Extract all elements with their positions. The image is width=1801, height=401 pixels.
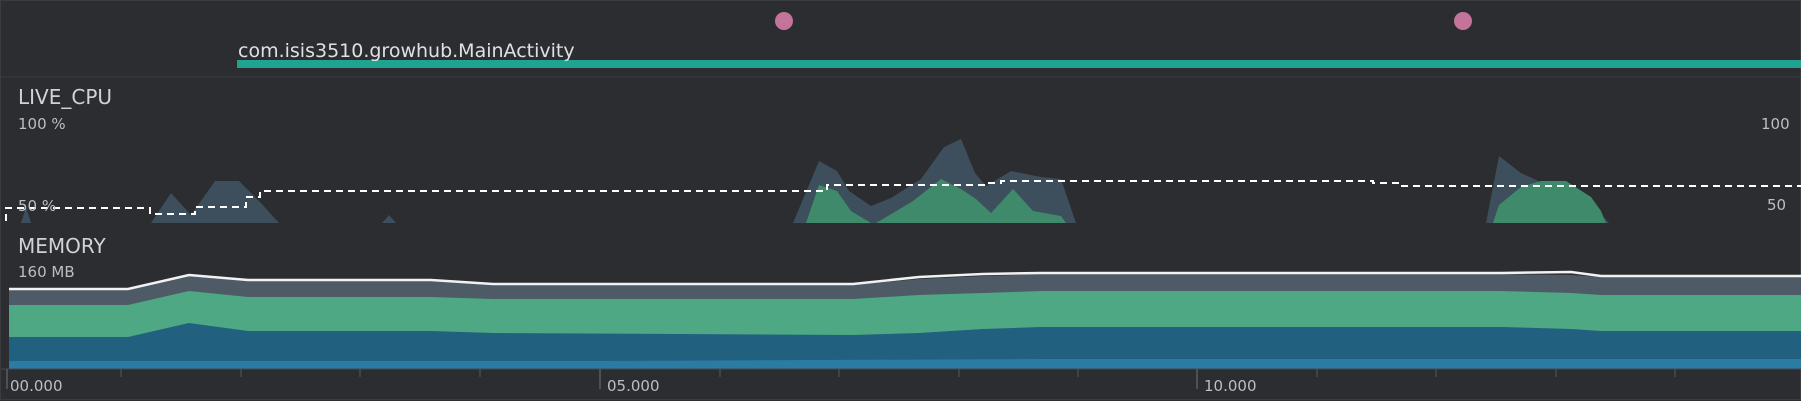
timeline-ruler <box>1 368 1801 389</box>
user-event-dot[interactable] <box>1454 12 1472 30</box>
memory-scale-label: 160 MB <box>18 263 75 281</box>
memory-total-line <box>9 270 1801 291</box>
cpu-scale-max-label: 100 % <box>18 115 66 133</box>
user-event-dot[interactable] <box>775 12 793 30</box>
memory-native-area <box>9 323 1801 369</box>
timeline-label-start: 00.000 <box>10 377 63 395</box>
cpu-track-title: LIVE_CPU <box>18 85 113 109</box>
cpu-app-usage-area <box>806 179 1606 223</box>
timeline-label-5s: 05.000 <box>607 377 660 395</box>
timeline-label-10s: 10.000 <box>1204 377 1257 395</box>
activity-name-label: com.isis3510.growhub.MainActivity <box>238 40 575 62</box>
cpu-scale-mid-label: 50 % <box>18 197 57 215</box>
cpu-thread-scale-mid-label: 50 <box>1767 196 1787 214</box>
cpu-thread-scale-max-label: 100 <box>1761 115 1790 133</box>
memory-track-title: MEMORY <box>18 234 106 258</box>
activity-lifecycle-bar[interactable] <box>237 60 1801 68</box>
memory-code-area <box>9 359 1801 369</box>
cpu-thread-count-line <box>5 180 1801 221</box>
